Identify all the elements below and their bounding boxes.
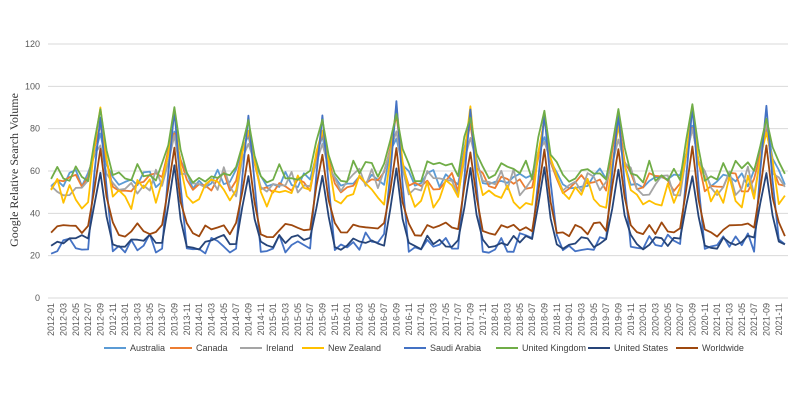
x-tick-label: 2021-11 [774, 303, 784, 335]
x-tick-label: 2015-03 [280, 303, 290, 336]
x-tick-label: 2018-01 [490, 303, 500, 336]
x-tick-label: 2020-01 [638, 303, 648, 336]
legend-label: United Kingdom [522, 343, 586, 353]
x-tick-label: 2012-09 [95, 303, 105, 336]
x-tick-label: 2018-09 [539, 303, 549, 336]
legend-label: Australia [130, 343, 165, 353]
x-tick-label: 2014-01 [194, 303, 204, 336]
x-tick-label: 2017-07 [453, 303, 463, 336]
x-tick-label: 2018-11 [552, 303, 562, 335]
x-tick-label: 2015-11 [330, 303, 340, 335]
legend-label: United States [614, 343, 669, 353]
series-line-united-kingdom [50, 103, 786, 184]
x-tick-label: 2013-01 [120, 303, 130, 336]
x-tick-label: 2021-01 [712, 303, 722, 336]
x-tick-label: 2016-07 [379, 303, 389, 336]
x-tick-label: 2018-07 [527, 303, 537, 336]
x-tick-label: 2012-03 [58, 303, 68, 336]
legend: Australia Canada Ireland New Zealand Saudi A… [104, 343, 744, 353]
x-tick-label: 2015-07 [305, 303, 315, 336]
x-tick-label: 2019-07 [601, 303, 611, 336]
x-tick-label: 2012-07 [83, 303, 93, 336]
x-tick-label: 2020-11 [700, 303, 710, 335]
x-tick-label: 2015-05 [293, 303, 303, 336]
y-tick-label: 80 [30, 124, 40, 134]
x-tick-label: 2021-09 [761, 303, 771, 336]
x-tick-label: 2013-07 [157, 303, 167, 336]
x-tick-label: 2017-01 [416, 303, 426, 336]
x-tick-label: 2020-03 [650, 303, 660, 336]
x-tick-label: 2021-03 [724, 303, 734, 336]
legend-label: Saudi Arabia [430, 343, 481, 353]
y-tick-label: 120 [25, 39, 40, 49]
x-tick-label: 2012-05 [71, 303, 81, 336]
legend-label: New Zealand [328, 343, 381, 353]
x-tick-label: 2014-07 [231, 303, 241, 336]
x-tick-label: 2019-05 [589, 303, 599, 336]
x-tick-label: 2019-03 [576, 303, 586, 336]
x-tick-label: 2014-09 [243, 303, 253, 336]
x-tick-label: 2020-09 [687, 303, 697, 336]
x-tick-label: 2015-09 [317, 303, 327, 336]
x-tick-label: 2019-11 [626, 303, 636, 335]
x-tick-label: 2014-03 [206, 303, 216, 336]
y-tick-label: 60 [30, 166, 40, 176]
x-tick-label: 2013-03 [132, 303, 142, 336]
x-tick-label: 2016-05 [367, 303, 377, 336]
x-tick-label: 2013-09 [169, 303, 179, 336]
x-tick-label: 2016-01 [342, 303, 352, 336]
x-tick-label: 2017-11 [478, 303, 488, 335]
x-tick-label: 2019-09 [613, 303, 623, 336]
x-tick-label: 2012-11 [108, 303, 118, 335]
legend-label: Ireland [266, 343, 294, 353]
x-tick-label: 2017-03 [428, 303, 438, 336]
legend-label: Canada [196, 343, 228, 353]
x-tick-label: 2017-09 [465, 303, 475, 336]
x-tick-label: 2018-05 [515, 303, 525, 336]
x-tick-label: 2020-05 [663, 303, 673, 336]
x-tick-label: 2021-05 [737, 303, 747, 336]
x-tick-label: 2016-03 [354, 303, 364, 336]
x-tick-label: 2019-01 [564, 303, 574, 336]
series-line-united-states [50, 164, 786, 251]
x-tick-label: 2016-11 [404, 303, 414, 335]
x-tick-label: 2014-05 [219, 303, 229, 336]
x-tick-label: 2014-11 [256, 303, 266, 335]
x-tick-label: 2013-05 [145, 303, 155, 336]
x-tick-label: 2021-07 [749, 303, 759, 336]
x-tick-label: 2017-05 [441, 303, 451, 336]
y-tick-label: 100 [25, 81, 40, 91]
series-line-worldwide [50, 144, 786, 238]
series-line-new-zealand [50, 104, 786, 210]
x-axis-ticks: 2012-01 2012-03 2012-05 2012-07 2012-09 2012-… [46, 303, 784, 336]
series-line-australia [50, 118, 786, 190]
x-tick-label: 2020-07 [675, 303, 685, 336]
x-tick-label: 2016-09 [391, 303, 401, 336]
x-tick-label: 2018-03 [502, 303, 512, 336]
x-tick-label: 2013-11 [182, 303, 192, 335]
x-tick-label: 2015-01 [268, 303, 278, 336]
y-tick-label: 40 [30, 208, 40, 218]
y-tick-label: 20 [30, 251, 40, 261]
y-axis-label: Google Relative Search Volume [7, 93, 21, 247]
y-tick-label: 0 [35, 293, 40, 303]
y-axis-ticks: 0 20 40 60 80 100 120 [25, 39, 40, 303]
x-tick-label: 2012-01 [46, 303, 56, 336]
legend-label: Worldwide [702, 343, 744, 353]
series-lines [50, 100, 786, 255]
